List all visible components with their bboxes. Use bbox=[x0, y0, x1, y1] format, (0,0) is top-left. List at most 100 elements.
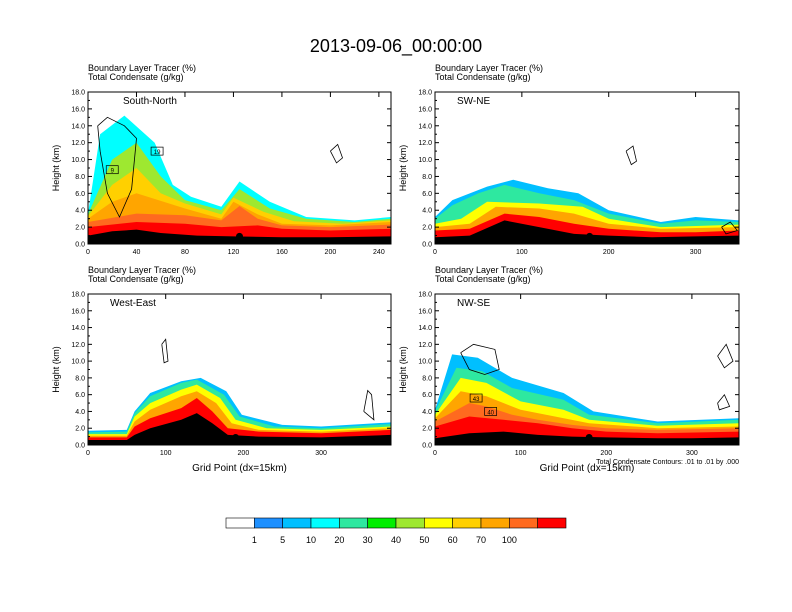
y-tick-label: 6.0 bbox=[75, 191, 85, 198]
x-tick-label: 0 bbox=[86, 450, 90, 457]
y-axis-label: Height (km) bbox=[51, 346, 61, 393]
colorbar-label: 50 bbox=[419, 535, 429, 545]
contour-label-box bbox=[469, 393, 483, 403]
y-tick-label: 2.0 bbox=[422, 426, 432, 433]
y-tick-label: 6.0 bbox=[422, 191, 432, 198]
panel-south-north: 9 19 0.0 2.0 4.0 6.0 8.0 10.0 12.0 14.0 16.0 18.0 0 4… bbox=[51, 63, 392, 256]
panel-direction-label: South-North bbox=[123, 96, 177, 107]
x-tick-label: 160 bbox=[276, 249, 288, 256]
y-tick-label: 14.0 bbox=[418, 325, 432, 332]
colorbar-swatch bbox=[537, 517, 567, 529]
colorbar-label: 20 bbox=[334, 535, 344, 545]
panel-title-tracer: Boundary Layer Tracer (%) bbox=[435, 63, 543, 73]
panel-direction-label: West-East bbox=[110, 298, 156, 309]
y-tick-label: 18.0 bbox=[71, 292, 85, 299]
panel-title-tracer: Boundary Layer Tracer (%) bbox=[88, 265, 196, 275]
colorbar-label: 70 bbox=[476, 535, 486, 545]
colorbar-label: 5 bbox=[280, 535, 285, 545]
panel-nw-se: 43 40 0.0 2.0 4.0 6.0 8.0 10.0 12.0 14.0 16.0 18.0 0… bbox=[398, 265, 740, 474]
y-tick-label: 12.0 bbox=[418, 140, 432, 147]
y-tick-label: 0.0 bbox=[75, 242, 85, 249]
location-marker bbox=[585, 433, 593, 441]
panel-west-east: 0.0 2.0 4.0 6.0 8.0 10.0 12.0 14.0 16.0 18.0 0 100 2… bbox=[51, 265, 392, 474]
y-tick-label: 2.0 bbox=[422, 225, 432, 232]
terrain bbox=[88, 413, 391, 445]
colorbar-label: 60 bbox=[448, 535, 458, 545]
colorbar-swatch bbox=[424, 517, 453, 529]
x-tick-label: 300 bbox=[315, 450, 327, 457]
condensate-contour bbox=[721, 221, 738, 235]
contour-label: 9 bbox=[111, 169, 115, 175]
y-tick-label: 4.0 bbox=[422, 409, 432, 416]
terrain bbox=[435, 220, 739, 244]
y-tick-label: 14.0 bbox=[418, 123, 432, 130]
y-tick-label: 0.0 bbox=[422, 242, 432, 249]
x-tick-label: 200 bbox=[325, 249, 337, 256]
condensate-contour bbox=[717, 393, 731, 411]
y-tick-label: 2.0 bbox=[75, 225, 85, 232]
x-tick-label: 200 bbox=[603, 249, 615, 256]
panels: 9 19 0.0 2.0 4.0 6.0 8.0 10.0 12.0 14.0 16.0 18.0 0 4… bbox=[51, 63, 740, 474]
colorbar: 1 5 10 20 30 40 50 60 70 100 bbox=[225, 517, 567, 545]
panel-title-condensate: Total Condensate (g/kg) bbox=[435, 72, 531, 82]
y-tick-label: 6.0 bbox=[75, 392, 85, 399]
contour-label-box bbox=[150, 146, 164, 156]
y-tick-label: 10.0 bbox=[418, 157, 432, 164]
y-tick-label: 14.0 bbox=[71, 325, 85, 332]
colorbar-swatch bbox=[395, 517, 425, 529]
x-axis-label: Grid Point (dx=15km) bbox=[540, 463, 635, 474]
y-tick-label: 16.0 bbox=[418, 106, 432, 113]
colorbar-label: 40 bbox=[391, 535, 401, 545]
location-marker bbox=[232, 433, 240, 441]
x-tick-label: 200 bbox=[238, 450, 250, 457]
colorbar-label: 100 bbox=[502, 535, 517, 545]
panel-title-condensate: Total Condensate (g/kg) bbox=[88, 72, 184, 82]
colorbar-swatch bbox=[254, 517, 283, 529]
x-tick-label: 120 bbox=[228, 249, 240, 256]
panel-direction-label: NW-SE bbox=[457, 298, 490, 309]
x-tick-label: 40 bbox=[133, 249, 141, 256]
y-tick-label: 10.0 bbox=[71, 359, 85, 366]
y-tick-label: 2.0 bbox=[75, 426, 85, 433]
location-marker bbox=[586, 232, 594, 240]
y-tick-label: 16.0 bbox=[418, 308, 432, 315]
colorbar-swatch bbox=[339, 517, 368, 529]
y-tick-label: 18.0 bbox=[71, 90, 85, 97]
y-tick-label: 12.0 bbox=[418, 342, 432, 349]
x-tick-label: 200 bbox=[600, 450, 612, 457]
location-marker bbox=[236, 232, 243, 240]
x-axis-label: Grid Point (dx=15km) bbox=[192, 463, 287, 474]
colorbar-label: 10 bbox=[306, 535, 316, 545]
x-tick-label: 300 bbox=[690, 249, 702, 256]
contour-label: 40 bbox=[487, 410, 494, 416]
y-tick-label: 8.0 bbox=[75, 174, 85, 181]
panel-title-condensate: Total Condensate (g/kg) bbox=[88, 274, 184, 284]
condensate-contour bbox=[161, 338, 169, 364]
x-tick-label: 0 bbox=[86, 249, 90, 256]
panel-title-tracer: Boundary Layer Tracer (%) bbox=[88, 63, 196, 73]
x-tick-label: 100 bbox=[516, 249, 528, 256]
colorbar-swatch bbox=[480, 517, 510, 529]
panel-title-tracer: Boundary Layer Tracer (%) bbox=[435, 265, 543, 275]
colorbar-swatch bbox=[310, 517, 340, 529]
panel-sw-ne: 0.0 2.0 4.0 6.0 8.0 10.0 12.0 14.0 16.0 18.0 0 100 2… bbox=[398, 63, 740, 256]
plot-area bbox=[435, 145, 739, 244]
y-tick-label: 4.0 bbox=[75, 409, 85, 416]
y-tick-label: 12.0 bbox=[71, 140, 85, 147]
y-tick-label: 4.0 bbox=[422, 208, 432, 215]
colorbar-swatch bbox=[367, 517, 397, 529]
panel-title-condensate: Total Condensate (g/kg) bbox=[435, 274, 531, 284]
x-tick-label: 100 bbox=[515, 450, 527, 457]
contour-label: 19 bbox=[154, 150, 161, 156]
y-tick-label: 8.0 bbox=[422, 375, 432, 382]
colorbar-swatch bbox=[225, 517, 255, 529]
figure-title: 2013-09-06_00:00:00 bbox=[310, 36, 482, 57]
y-tick-label: 12.0 bbox=[71, 342, 85, 349]
condensate-contour bbox=[330, 143, 343, 164]
contour-label-box bbox=[484, 407, 498, 416]
plot-area bbox=[88, 338, 391, 445]
y-tick-label: 18.0 bbox=[418, 292, 432, 299]
panel-direction-label: SW-NE bbox=[457, 96, 490, 107]
y-tick-label: 10.0 bbox=[71, 157, 85, 164]
